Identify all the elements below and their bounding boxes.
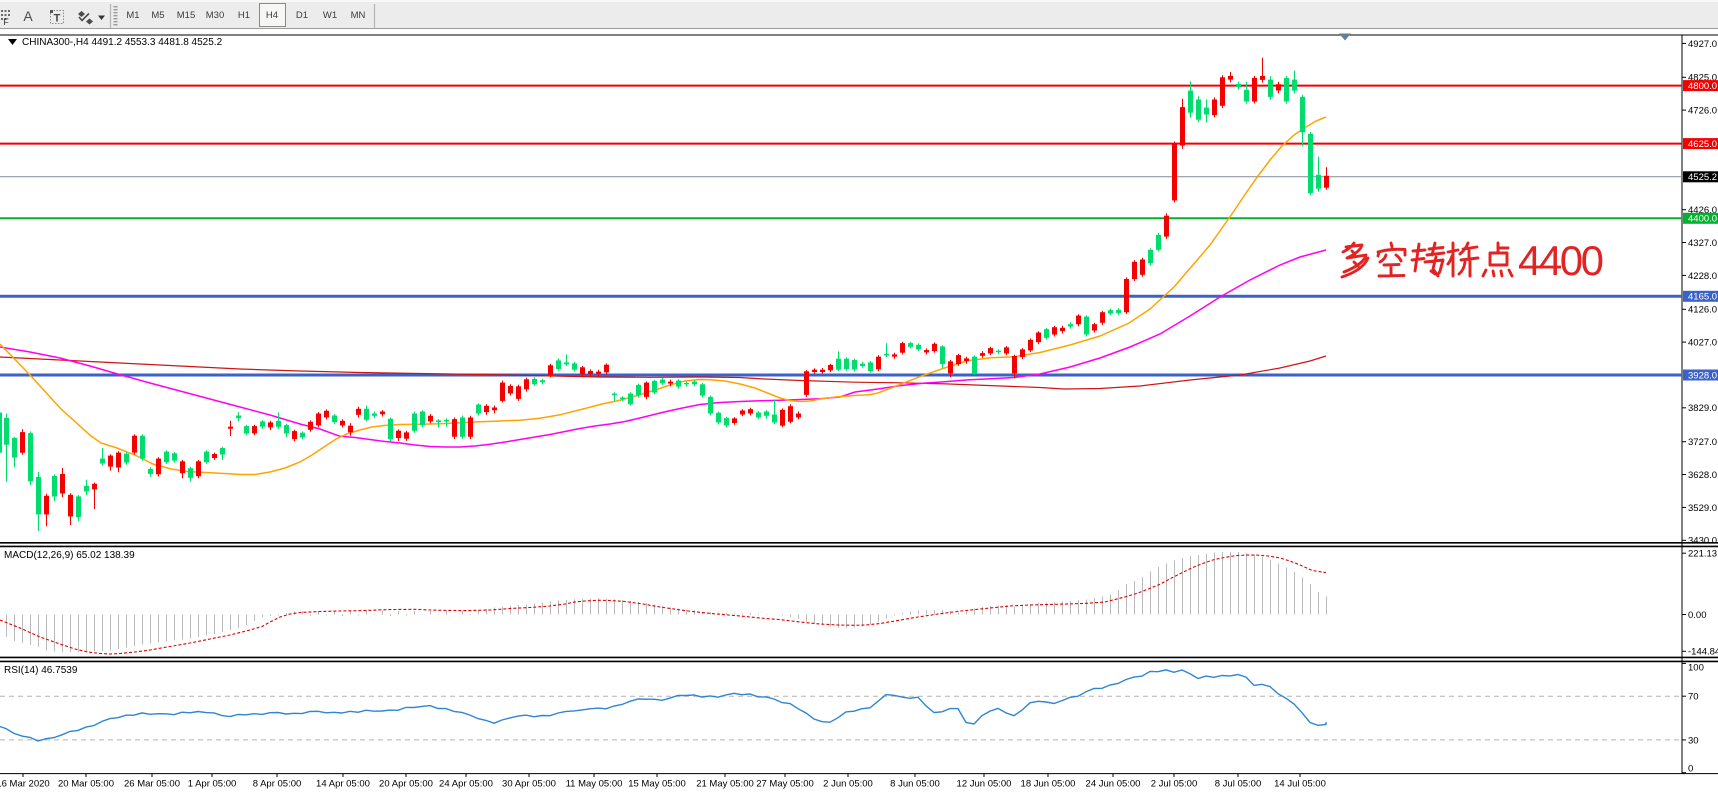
svg-text:4825.0: 4825.0 (1688, 73, 1717, 84)
svg-text:20 Apr 05:00: 20 Apr 05:00 (379, 779, 433, 790)
svg-text:CHINA300-,H4 4491.2 4553.3 44: CHINA300-,H4 4491.2 4553.3 4481.8 4525.2 (22, 37, 223, 48)
svg-text:4327.0: 4327.0 (1688, 238, 1717, 249)
svg-text:MN: MN (351, 10, 366, 21)
svg-text:12 Jun 05:00: 12 Jun 05:00 (957, 779, 1012, 790)
svg-text:4927.0: 4927.0 (1688, 39, 1717, 50)
svg-text:18 Jun 05:00: 18 Jun 05:00 (1021, 779, 1076, 790)
svg-text:30: 30 (1688, 735, 1699, 746)
svg-text:14 Jul 05:00: 14 Jul 05:00 (1274, 779, 1326, 790)
svg-text:221.13: 221.13 (1688, 549, 1717, 560)
svg-text:M15: M15 (177, 10, 195, 21)
svg-text:4800.0: 4800.0 (1688, 81, 1717, 92)
svg-text:0.00: 0.00 (1688, 610, 1707, 621)
svg-text:3628.0: 3628.0 (1688, 470, 1717, 481)
svg-text:4400: 4400 (1518, 237, 1603, 284)
svg-text:15 May 05:00: 15 May 05:00 (628, 779, 686, 790)
svg-text:16 Mar 2020: 16 Mar 2020 (0, 779, 50, 790)
svg-text:F: F (3, 17, 9, 27)
svg-text:4228.0: 4228.0 (1688, 271, 1717, 282)
svg-text:3727.0: 3727.0 (1688, 437, 1717, 448)
svg-text:MACD(12,26,9) 65.02 138.39: MACD(12,26,9) 65.02 138.39 (4, 550, 135, 561)
svg-text:8 Jun 05:00: 8 Jun 05:00 (890, 779, 940, 790)
svg-text:2 Jun 05:00: 2 Jun 05:00 (823, 779, 873, 790)
svg-text:4126.0: 4126.0 (1688, 305, 1717, 316)
svg-text:4400.0: 4400.0 (1688, 214, 1717, 225)
svg-text:4426.0: 4426.0 (1688, 205, 1717, 216)
svg-text:21 May 05:00: 21 May 05:00 (696, 779, 754, 790)
svg-text:20 Mar 05:00: 20 Mar 05:00 (58, 779, 114, 790)
svg-text:27 May 05:00: 27 May 05:00 (756, 779, 814, 790)
svg-text:30 Apr 05:00: 30 Apr 05:00 (502, 779, 556, 790)
svg-text:4525.2: 4525.2 (1688, 172, 1717, 183)
svg-text:4165.0: 4165.0 (1688, 292, 1717, 303)
svg-text:0: 0 (1688, 764, 1693, 775)
svg-text:3430.0: 3430.0 (1688, 536, 1717, 547)
svg-text:70: 70 (1688, 692, 1699, 703)
svg-text:A: A (23, 8, 33, 24)
svg-text:T: T (54, 13, 61, 25)
svg-text:D1: D1 (296, 10, 308, 21)
svg-text:H4: H4 (266, 10, 278, 21)
svg-text:M30: M30 (206, 10, 224, 21)
svg-text:RSI(14) 46.7539: RSI(14) 46.7539 (4, 665, 78, 676)
svg-text:11 May 05:00: 11 May 05:00 (566, 779, 623, 790)
svg-text:4625.0: 4625.0 (1688, 139, 1717, 150)
svg-text:2 Jul 05:00: 2 Jul 05:00 (1151, 779, 1197, 790)
svg-text:14 Apr 05:00: 14 Apr 05:00 (316, 779, 370, 790)
svg-text:1 Apr 05:00: 1 Apr 05:00 (188, 779, 237, 790)
svg-text:8 Jul 05:00: 8 Jul 05:00 (1215, 779, 1261, 790)
svg-text:4027.0: 4027.0 (1688, 338, 1717, 349)
svg-text:M5: M5 (151, 10, 164, 21)
svg-text:100: 100 (1688, 662, 1704, 673)
svg-text:H1: H1 (238, 10, 250, 21)
svg-text:24 Jun 05:00: 24 Jun 05:00 (1086, 779, 1141, 790)
svg-text:26 Mar 05:00: 26 Mar 05:00 (124, 779, 180, 790)
svg-text:-144.84: -144.84 (1688, 647, 1718, 658)
svg-text:3829.0: 3829.0 (1688, 403, 1717, 414)
svg-text:8 Apr 05:00: 8 Apr 05:00 (253, 779, 302, 790)
svg-text:3529.0: 3529.0 (1688, 503, 1717, 514)
svg-text:M1: M1 (126, 10, 139, 21)
svg-text:3928.0: 3928.0 (1688, 370, 1717, 381)
svg-text:4726.0: 4726.0 (1688, 106, 1717, 117)
svg-text:24 Apr 05:00: 24 Apr 05:00 (439, 779, 493, 790)
svg-text:W1: W1 (323, 10, 337, 21)
